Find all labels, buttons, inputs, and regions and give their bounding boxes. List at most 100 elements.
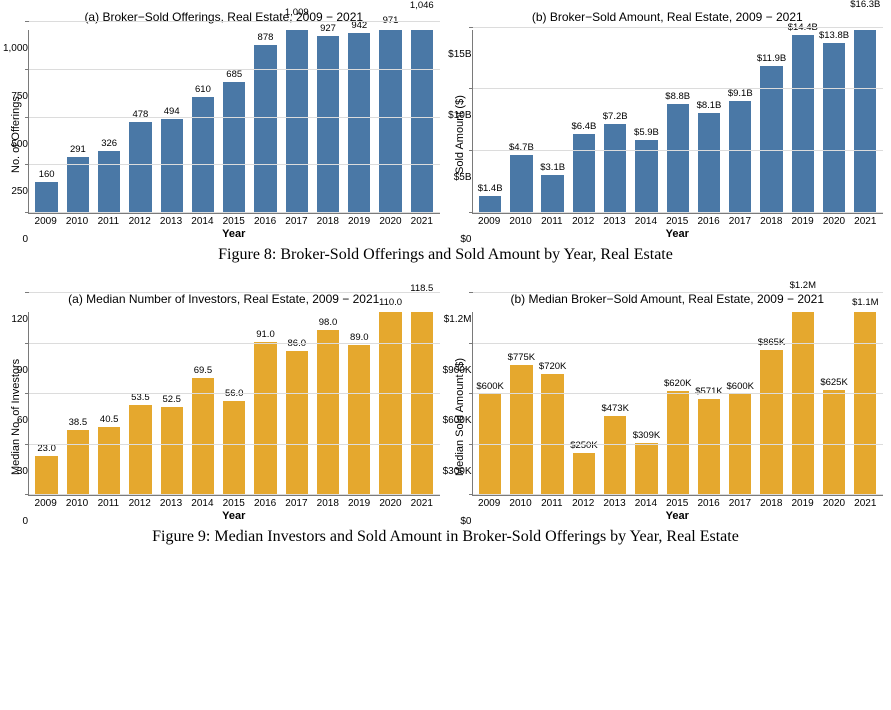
x-tick-label: 2009	[476, 498, 503, 509]
y-tick-mark	[25, 343, 29, 344]
grid-line	[29, 444, 440, 445]
bar	[604, 124, 626, 213]
chart-9a-xaxis: 2009201020112012201320142015201620172018…	[28, 496, 440, 509]
bar	[698, 113, 720, 213]
grid-line	[29, 117, 440, 118]
bar-value-label: $6.4B	[572, 121, 597, 132]
bar-value-label: $1.2M	[790, 280, 816, 291]
chart-9a-bars: 23.038.540.553.552.569.556.091.086.098.0…	[29, 312, 440, 495]
chart-8b-title: (b) Broker−Sold Amount, Real Estate, 200…	[452, 10, 884, 24]
bar-value-label: $250K	[570, 440, 597, 451]
x-tick-label: 2011	[95, 498, 122, 509]
bar	[541, 374, 563, 495]
bar-value-label: $571K	[695, 386, 722, 397]
bar-value-label: $8.1B	[697, 100, 722, 111]
bar	[854, 30, 876, 213]
bar	[667, 104, 689, 213]
bar-col: $865K	[758, 312, 785, 495]
bar	[192, 97, 214, 213]
bar-value-label: 291	[70, 144, 86, 155]
chart-9b: (b) Median Broker−Sold Amount, Real Esta…	[452, 292, 884, 522]
y-tick-mark	[25, 21, 29, 22]
y-tick-mark	[25, 292, 29, 293]
bar-col: 53.5	[127, 312, 154, 495]
x-tick-label: 2021	[408, 498, 435, 509]
x-tick-label: 2009	[32, 216, 59, 227]
grid-line	[473, 343, 884, 344]
bar-col: 610	[189, 30, 216, 213]
bar-col: 494	[158, 30, 185, 213]
bar-col: 878	[252, 30, 279, 213]
x-tick-label: 2013	[601, 216, 628, 227]
y-tick-mark	[469, 292, 473, 293]
bar	[792, 35, 814, 213]
x-tick-label: 2014	[189, 216, 216, 227]
bar	[510, 155, 532, 213]
bar	[129, 122, 151, 213]
bar-col: $1.1M	[852, 312, 879, 495]
figure-9-caption: Figure 9: Median Investors and Sold Amou…	[8, 528, 883, 546]
bar-col: 23.0	[33, 312, 60, 495]
chart-9a: (a) Median Number of Investors, Real Est…	[8, 292, 440, 522]
grid-line	[29, 69, 440, 70]
bar-value-label: $775K	[508, 352, 535, 363]
x-tick-label: 2020	[820, 216, 847, 227]
bar	[223, 82, 245, 213]
y-tick-mark	[469, 27, 473, 28]
bar-col: 118.5	[408, 312, 435, 495]
figure-8: (a) Broker−Sold Offerings, Real Estate, …	[8, 10, 883, 264]
bar	[854, 312, 876, 495]
bar-value-label: 98.0	[319, 317, 338, 328]
x-tick-label: 2020	[377, 216, 404, 227]
x-tick-label: 2015	[220, 498, 247, 509]
bar-col: $571K	[695, 312, 722, 495]
bar-value-label: $620K	[664, 378, 691, 389]
x-tick-label: 2015	[664, 498, 691, 509]
bar-value-label: 685	[226, 69, 242, 80]
grid-line	[29, 343, 440, 344]
bar-col: 685	[221, 30, 248, 213]
bar-col: 89.0	[346, 312, 373, 495]
bar-value-label: 160	[39, 169, 55, 180]
x-tick-label: 2012	[126, 216, 153, 227]
bar-col: $1.2M	[789, 312, 816, 495]
bar	[348, 345, 370, 495]
bar-value-label: $13.8B	[819, 30, 849, 41]
bar-col: $9.1B	[727, 30, 754, 213]
x-tick-label: 2015	[220, 216, 247, 227]
grid-line	[473, 393, 884, 394]
bar	[379, 312, 401, 495]
chart-9a-title: (a) Median Number of Investors, Real Est…	[8, 292, 440, 306]
bar-col: $16.3B	[852, 30, 879, 213]
y-tick-mark	[25, 393, 29, 394]
bar-value-label: 23.0	[37, 443, 56, 454]
bar	[823, 43, 845, 213]
x-tick-label: 2020	[377, 498, 404, 509]
bar-value-label: 1,046	[410, 0, 434, 11]
bar-col: 291	[64, 30, 91, 213]
x-tick-label: 2016	[251, 216, 278, 227]
bar	[286, 351, 308, 495]
x-tick-label: 2013	[601, 498, 628, 509]
x-tick-label: 2018	[314, 216, 341, 227]
bar	[698, 399, 720, 495]
x-tick-label: 2017	[726, 216, 753, 227]
chart-8b-bars: $1.4B$4.7B$3.1B$6.4B$7.2B$5.9B$8.8B$8.1B…	[473, 30, 884, 213]
chart-9a-plotwrap: Median No. of Investors 1209060300 23.03…	[8, 312, 440, 522]
grid-line	[29, 292, 440, 293]
bar	[510, 365, 532, 495]
bar-col: $775K	[508, 312, 535, 495]
chart-8b-plot: $1.4B$4.7B$3.1B$6.4B$7.2B$5.9B$8.8B$8.1B…	[472, 30, 884, 214]
x-tick-label: 2020	[820, 498, 847, 509]
bar-value-label: 69.5	[194, 365, 213, 376]
chart-8a-bars: 1602913264784946106858781,0099279429711,…	[29, 30, 440, 213]
bar	[411, 30, 433, 213]
bar	[192, 378, 214, 495]
chart-9a-plot: 23.038.540.553.552.569.556.091.086.098.0…	[28, 312, 440, 496]
x-tick-label: 2013	[157, 216, 184, 227]
figure-8-caption: Figure 8: Broker-Sold Offerings and Sold…	[8, 246, 883, 264]
chart-9b-bars: $600K$775K$720K$250K$473K$309K$620K$571K…	[473, 312, 884, 495]
bar-col: 110.0	[377, 312, 404, 495]
bar-col: 52.5	[158, 312, 185, 495]
x-tick-label: 2015	[664, 216, 691, 227]
